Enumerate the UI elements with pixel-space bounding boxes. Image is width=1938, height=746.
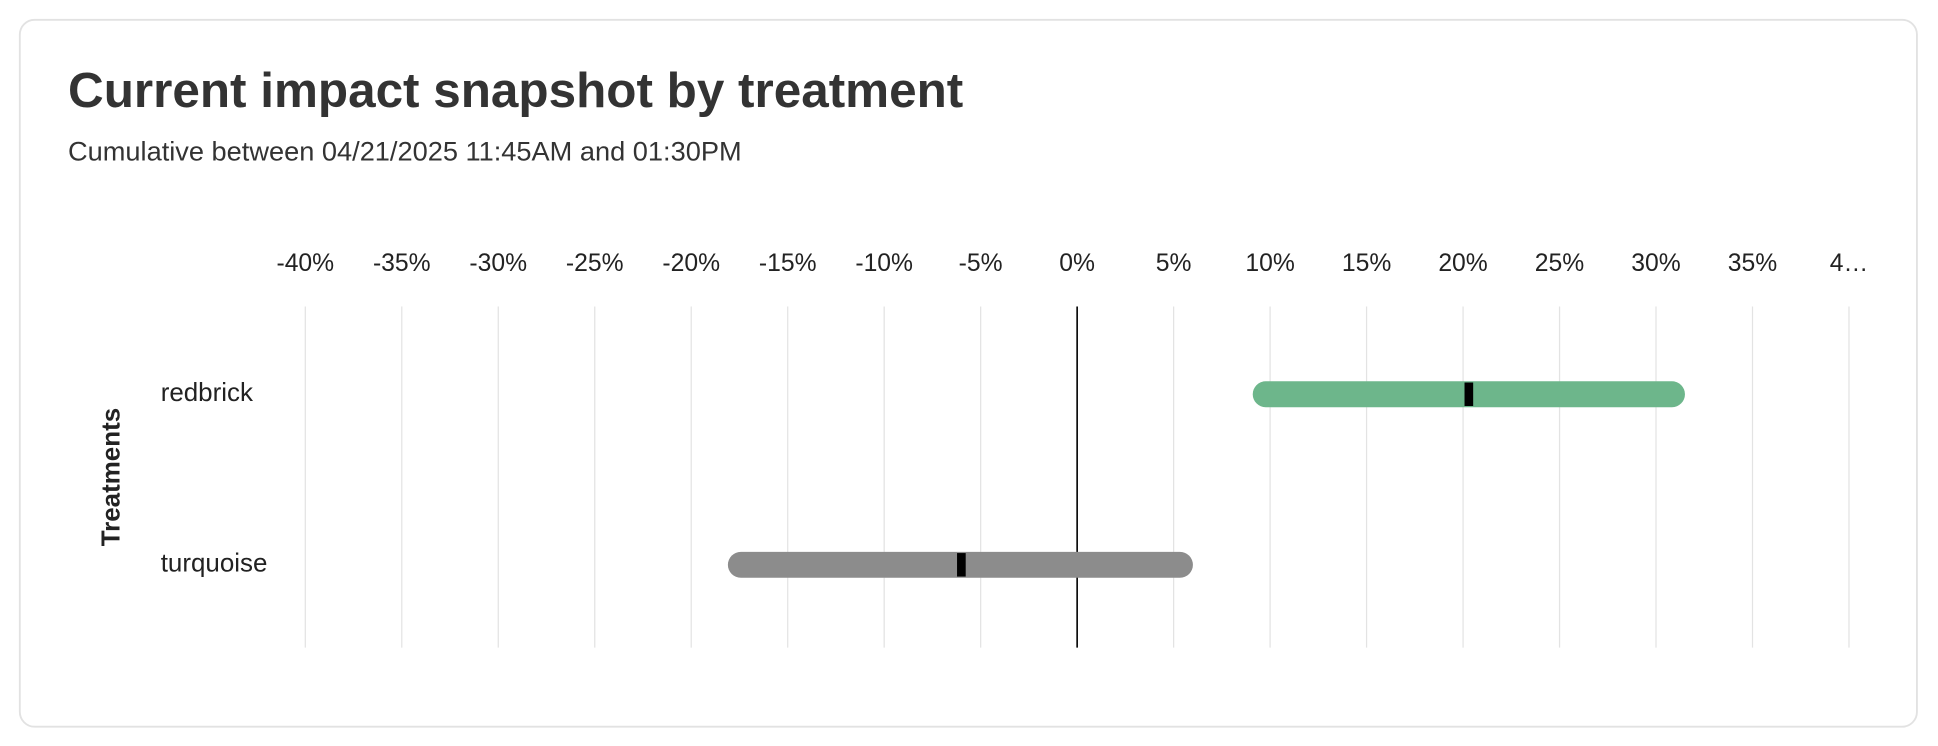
x-tick-label: 15% [1342, 250, 1391, 277]
x-tick-label: -30% [469, 250, 527, 277]
chart-subtitle: Cumulative between 04/21/2025 11:45AM an… [68, 135, 742, 166]
x-tick-label: 5% [1156, 250, 1192, 277]
x-tick-label: -35% [373, 250, 431, 277]
x-tick-label: 35% [1728, 250, 1777, 277]
x-tick-label: 25% [1535, 250, 1584, 277]
x-tick-label: -40% [276, 250, 334, 277]
x-tick-label: -15% [759, 250, 817, 277]
x-tick-label: -25% [566, 250, 624, 277]
x-tick-label: 10% [1245, 250, 1294, 277]
card [18, 18, 1918, 728]
x-tick-label: 0% [1059, 250, 1095, 277]
x-tick-label: 30% [1631, 250, 1680, 277]
point-estimate [957, 553, 966, 577]
x-tick-label: 20% [1438, 250, 1487, 277]
y-axis-title: Treatments [97, 408, 125, 546]
row-label: redbrick [161, 379, 253, 407]
x-tick-label: -10% [855, 250, 913, 277]
x-tick-label: -5% [959, 250, 1003, 277]
x-tick-label: -20% [662, 250, 720, 277]
chart-title: Current impact snapshot by treatment [68, 63, 963, 118]
row-label: turquoise [161, 550, 268, 578]
point-estimate [1464, 382, 1474, 406]
x-tick-label: 4… [1830, 250, 1868, 277]
